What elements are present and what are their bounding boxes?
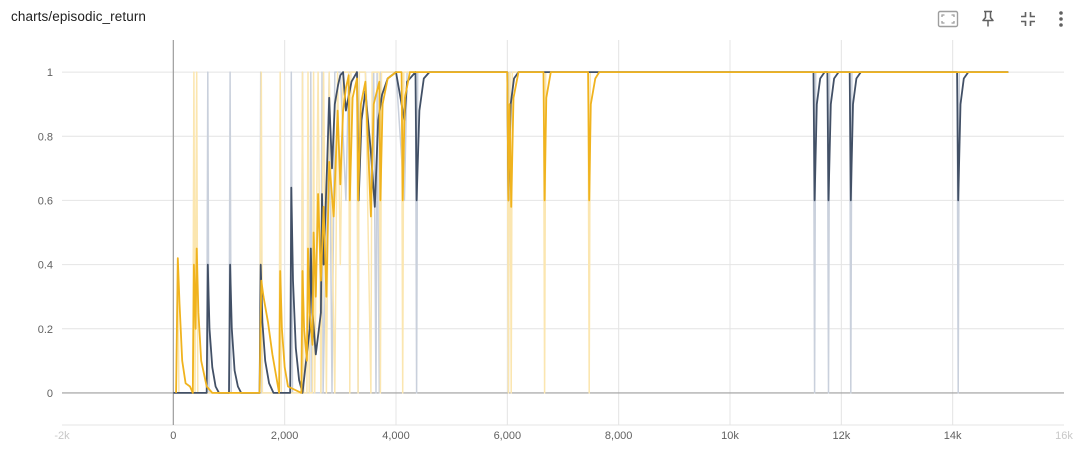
y-tick-label: 1: [47, 67, 53, 79]
pin-button[interactable]: [972, 6, 1004, 32]
x-tick-label: 14k: [944, 430, 962, 442]
x-tick-label: 6,000: [494, 430, 522, 442]
x-tick-label: 4,000: [382, 430, 410, 442]
y-tick-label: 0: [47, 388, 53, 400]
y-tick-label: 0.6: [38, 195, 53, 207]
x-tick-label: 10k: [721, 430, 739, 442]
x-tick-label: 16k: [1055, 430, 1073, 442]
collapse-button[interactable]: [1012, 6, 1044, 32]
x-tick-label: 0: [170, 430, 176, 442]
series-orange-smoothed-line: [175, 71, 1009, 394]
series-orange-raw-line: [175, 71, 1009, 394]
more-vert-icon: [1059, 11, 1063, 27]
fit-domain-button[interactable]: [932, 6, 964, 32]
chart-title: charts/episodic_return: [11, 9, 147, 24]
y-tick-label: 0.2: [38, 324, 53, 336]
x-tick-label: 8,000: [605, 430, 633, 442]
more-options-button[interactable]: [1052, 6, 1070, 32]
x-tick-label: -2k: [54, 430, 70, 442]
card-toolbar: [932, 6, 1070, 32]
pin-icon: [982, 10, 994, 27]
y-tick-label: 0.4: [38, 260, 53, 272]
fit-domain-icon: [937, 10, 959, 28]
y-tick-label: 0.8: [38, 131, 53, 143]
x-tick-label: 2,000: [271, 430, 299, 442]
x-tick-label: 12k: [832, 430, 850, 442]
collapse-icon: [1021, 12, 1035, 26]
